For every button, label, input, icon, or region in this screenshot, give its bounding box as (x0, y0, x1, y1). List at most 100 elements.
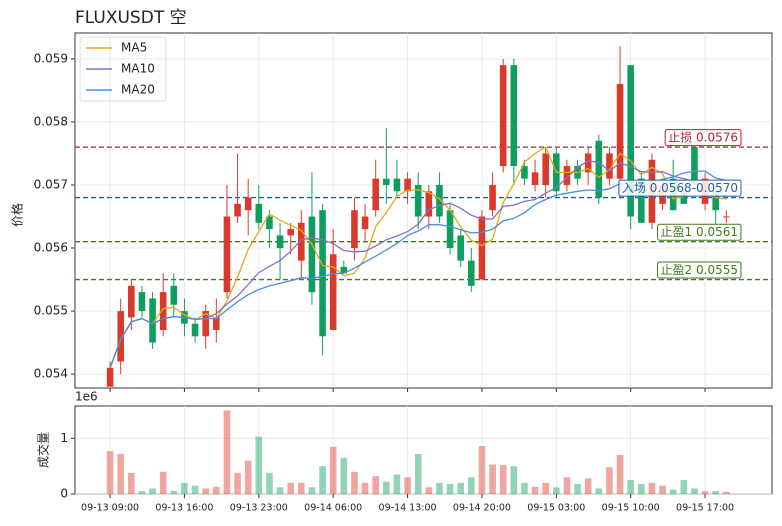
candle-body (595, 140, 603, 198)
volume-bar (712, 491, 719, 494)
volume-axis-label: 成交量 (36, 432, 51, 468)
chart-title: FLUXUSDT 空 (75, 8, 187, 28)
volume-bar (542, 482, 549, 494)
y-tick-label: 0.056 (34, 241, 68, 255)
x-tick-label: 09-14 13:00 (379, 503, 437, 514)
x-tick-label: 09-15 17:00 (676, 503, 734, 514)
volume-bar (468, 477, 475, 494)
volume-bar (414, 453, 422, 494)
volume-bar (191, 485, 199, 494)
ma-line (109, 146, 727, 369)
y-tick-label: 0.057 (34, 177, 68, 191)
volume-bar (553, 487, 560, 494)
volume-bar (340, 457, 348, 494)
level-label-box (618, 179, 742, 197)
volume-bar (159, 471, 167, 494)
candle-body (425, 191, 433, 217)
candle-body (606, 153, 613, 179)
candle-body (128, 285, 135, 318)
volume-bar (383, 481, 390, 494)
candle-body (223, 216, 231, 293)
volume-bar (404, 477, 411, 494)
volume-bar (584, 478, 592, 494)
volume-bar (669, 489, 677, 494)
candle-body (138, 292, 146, 312)
volume-bar (149, 488, 156, 494)
x-tick-label: 09-15 10:00 (602, 503, 660, 514)
volume-bar (138, 491, 146, 494)
y-tick-label: 0.059 (34, 51, 68, 65)
x-tick-label: 09-15 03:00 (527, 503, 585, 514)
y-tick-label: 0.054 (34, 367, 68, 381)
volume-bar (436, 482, 443, 494)
candle-body (372, 178, 379, 211)
candle-body (319, 210, 326, 337)
candle-body (510, 65, 518, 167)
volume-bar (627, 480, 634, 494)
legend-label: MA20 (121, 83, 155, 97)
y-tick-label: 0.058 (34, 114, 68, 128)
volume-bar (106, 451, 114, 494)
volume-bar (425, 487, 433, 494)
legend-box (79, 36, 167, 102)
volume-bar (638, 483, 645, 494)
candle-body (234, 203, 241, 217)
volume-bar (329, 446, 337, 494)
volume-bar (266, 472, 273, 494)
candle-body (213, 317, 220, 330)
candle-body (563, 166, 571, 185)
volume-bar (128, 472, 135, 494)
volume-bar (298, 482, 305, 494)
candle-body (627, 65, 634, 217)
candle-body (542, 153, 549, 185)
candle-body (584, 153, 592, 173)
candle-body (723, 216, 730, 218)
x-tick-label: 09-14 20:00 (453, 503, 511, 514)
candle-body (457, 235, 464, 261)
candle-body (691, 147, 698, 185)
level-label: 止盈2 0.0555 (661, 263, 738, 277)
volume-bar (244, 460, 252, 494)
x-tick-label: 09-13 16:00 (155, 503, 213, 514)
volume-bar (308, 487, 316, 494)
level-label-box (657, 223, 742, 241)
volume-bar (276, 487, 284, 494)
volume-bar (510, 466, 518, 494)
volume-bar (648, 482, 656, 494)
level-label: 入场 0.0568-0.0570 (622, 181, 738, 195)
candle-body (276, 235, 284, 249)
candle-body (436, 184, 443, 217)
volume-bar (457, 482, 464, 494)
candle-body (287, 229, 294, 236)
x-tick-label: 09-14 06:00 (304, 503, 362, 514)
volume-bar (213, 486, 220, 494)
volume-frame (74, 405, 773, 495)
volume-bar (372, 476, 379, 494)
legend-label: MA10 (121, 62, 155, 76)
volume-bar (680, 480, 688, 494)
x-tick-label: 09-13 09:00 (81, 503, 139, 514)
candle-body (638, 178, 645, 223)
ma-line (109, 160, 727, 369)
candle-body (340, 266, 348, 274)
candle-body (244, 197, 252, 211)
volume-bar (499, 465, 507, 494)
volume-bar (563, 477, 571, 494)
volume-offset-label: 1e6 (75, 390, 98, 404)
candle-body (202, 311, 209, 337)
volume-bar (606, 467, 613, 494)
volume-bar (170, 490, 178, 494)
candle-body (255, 203, 263, 223)
candle-body (308, 216, 316, 293)
price-frame (74, 32, 773, 389)
candle-body (383, 178, 390, 185)
candle-body (191, 323, 199, 337)
candle-body (170, 285, 178, 305)
candle-body (404, 178, 411, 192)
candle-body (712, 191, 719, 211)
candle-body (117, 311, 124, 362)
candle-body (361, 216, 369, 230)
volume-bar (319, 466, 326, 494)
y-tick-label: 0.055 (34, 304, 68, 318)
